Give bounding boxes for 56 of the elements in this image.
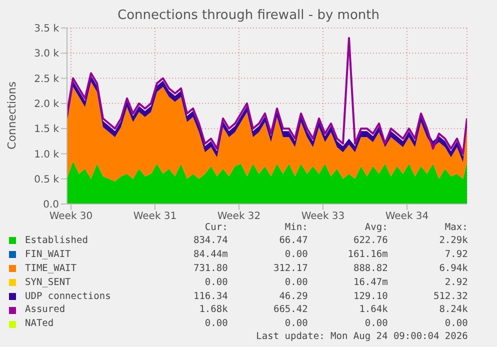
text: 7.92	[444, 248, 468, 262]
legend-label: Assured	[24, 303, 66, 318]
text: 312.17	[272, 262, 308, 276]
legend-label: Established	[24, 234, 89, 248]
text: 512.32	[432, 290, 468, 304]
text: 2.92	[444, 276, 468, 290]
legend-label: TIME_WAIT	[24, 262, 78, 276]
y-tick-label: 2.0 k	[34, 98, 60, 110]
text: 8.24k	[438, 303, 468, 318]
x-tick-label: Week 30	[49, 211, 93, 222]
text: 834.74	[192, 234, 228, 248]
text: 0.00	[204, 276, 228, 290]
text: 16.47m	[352, 276, 388, 290]
y-tick-label: 3.0 k	[34, 48, 60, 60]
text: 84.44m	[192, 248, 228, 262]
legend-label: SYN_SENT	[24, 276, 72, 290]
x-tick-label: Week 31	[133, 211, 177, 222]
text: 0.00	[284, 276, 308, 290]
x-tick-label: Week 33	[301, 211, 345, 222]
chart-title: Connections through firewall - by month	[116, 8, 380, 23]
text: 66.47	[278, 234, 308, 248]
text: 1.64k	[358, 303, 388, 318]
text: 0.00	[444, 317, 468, 332]
legend-label: FIN_WAIT	[24, 248, 72, 262]
text: Avg:	[364, 222, 388, 234]
text: 665.42	[272, 303, 308, 318]
legend-label: NATed	[24, 317, 55, 332]
y-tick-label: 0.0	[43, 200, 59, 211]
text: 6.94k	[438, 262, 468, 276]
text: 0.00	[204, 317, 228, 332]
y-tick-label: 3.5 k	[34, 24, 60, 35]
text: 0.00	[284, 248, 308, 262]
text: Max:	[444, 222, 468, 234]
text: 129.10	[352, 290, 388, 304]
text: 46.29	[278, 290, 308, 304]
x-tick-label: Week 34	[385, 211, 429, 222]
text: 116.34	[192, 290, 228, 304]
y-tick-label: 0.5 k	[34, 174, 60, 186]
legend-label: UDP connections	[24, 290, 112, 304]
text: 2.29k	[438, 234, 468, 248]
text: Cur:	[204, 222, 228, 234]
text: 888.82	[352, 262, 388, 276]
y-tick-label: 2.5 k	[34, 74, 60, 85]
text: Last update: Mon Aug 24 09:00:04 2026	[255, 331, 468, 344]
text: 161.16m	[346, 248, 388, 262]
y-tick-label: 1.0 k	[34, 149, 60, 160]
text: 0.00	[284, 317, 308, 332]
text: Min:	[284, 222, 308, 234]
text: 622.76	[352, 234, 388, 248]
x-tick-label: Week 32	[217, 211, 261, 222]
text: 0.00	[364, 317, 388, 332]
text: 1.68k	[198, 303, 228, 318]
line-series	[67, 37, 467, 155]
y-axis-title: Connections	[6, 81, 19, 149]
y-tick-label: 1.5 k	[34, 124, 60, 136]
text: 731.80	[192, 262, 228, 276]
